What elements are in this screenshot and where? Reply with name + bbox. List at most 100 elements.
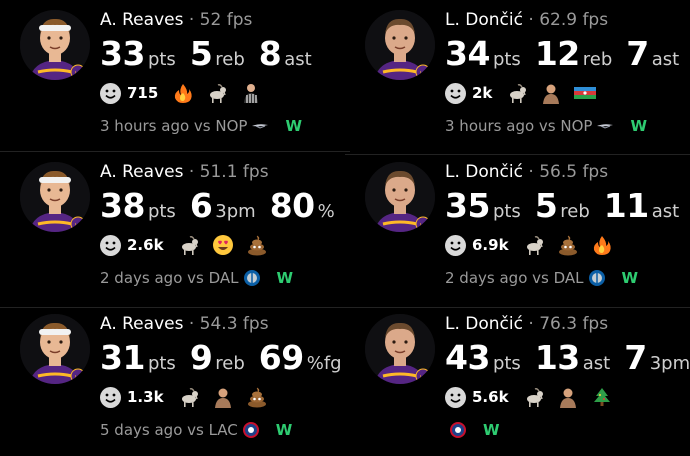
fps-label: 56.5 fps xyxy=(539,162,608,182)
stat-unit: pts xyxy=(493,49,521,70)
player-name: L. Dončić xyxy=(445,10,523,30)
stat-unit: ast xyxy=(652,201,679,222)
add-reaction-icon[interactable] xyxy=(100,235,121,256)
highlight-card[interactable]: LA L. Dončić · 56.5 fps 35 pts 5 reb 11 ast 6… xyxy=(345,152,690,304)
stat-unit: pts xyxy=(493,201,521,222)
reactions-bar: 6.9k xyxy=(445,234,625,256)
referee-icon[interactable] xyxy=(240,82,262,104)
highlight-card[interactable]: LA L. Dončić · 76.3 fps 43 pts 13 ast 7 3pm 5… xyxy=(345,304,690,456)
stat-unit: ast xyxy=(583,353,610,374)
stat-unit: 3pm xyxy=(215,201,255,222)
stat-line: 33 pts 5 reb 8 ast xyxy=(100,34,326,73)
stat: 7 ast xyxy=(626,34,679,73)
fps-label: 52 fps xyxy=(200,10,253,30)
stat-line: 31 pts 9 reb 69 %fg xyxy=(100,338,345,377)
game-time-opponent: 5 days ago vs LAC xyxy=(100,421,238,439)
goat-icon[interactable] xyxy=(523,234,545,256)
game-result: W xyxy=(276,421,293,439)
stat: 11 ast xyxy=(604,186,679,225)
goat-icon[interactable] xyxy=(206,82,228,104)
stat-line: 43 pts 13 ast 7 3pm xyxy=(445,338,690,377)
add-reaction-icon[interactable] xyxy=(100,387,121,408)
reactions-bar: 2.6k xyxy=(100,234,280,256)
highlight-card[interactable]: LA L. Dončić · 62.9 fps 34 pts 12 reb 7 ast 2… xyxy=(345,0,690,152)
highlight-card[interactable]: LA A. Reaves · 54.3 fps 31 pts 9 reb 69 %fg 1… xyxy=(0,304,345,456)
fps-label: 54.3 fps xyxy=(200,314,269,334)
stat-line: 34 pts 12 reb 7 ast xyxy=(445,34,690,73)
clippers-logo-icon xyxy=(449,421,467,439)
stat-value: 12 xyxy=(535,34,580,73)
poop-icon[interactable] xyxy=(557,234,579,256)
stat-unit: % xyxy=(318,201,335,222)
stat-value: 7 xyxy=(624,338,646,377)
add-reaction-icon[interactable] xyxy=(445,83,466,104)
divider xyxy=(0,307,690,308)
christmas-tree-icon[interactable] xyxy=(591,386,613,408)
highlight-card[interactable]: LA A. Reaves · 51.1 fps 38 pts 6 3pm 80% 2.6… xyxy=(0,152,345,304)
player-line: L. Dončić · 56.5 fps xyxy=(445,162,608,182)
highlight-card[interactable]: LA A. Reaves · 52 fps 33 pts 5 reb 8 ast 715 … xyxy=(0,0,345,152)
fire-icon[interactable] xyxy=(591,234,613,256)
stat-value: 31 xyxy=(100,338,145,377)
fps-label: 51.1 fps xyxy=(200,162,269,182)
fps-label: 76.3 fps xyxy=(539,314,608,334)
person-icon[interactable] xyxy=(557,386,579,408)
stat: 12 reb xyxy=(535,34,612,73)
mavericks-logo-icon xyxy=(243,269,261,287)
add-reaction-icon[interactable] xyxy=(100,83,121,104)
stat-value: 6 xyxy=(190,186,212,225)
game-meta: W xyxy=(445,421,500,439)
svg-text:LA: LA xyxy=(75,223,82,229)
poop-icon[interactable] xyxy=(246,386,268,408)
fps-label: 62.9 fps xyxy=(539,10,608,30)
game-result: W xyxy=(277,269,294,287)
goat-icon[interactable] xyxy=(178,386,200,408)
stat-value: 69 xyxy=(259,338,304,377)
game-meta: 3 hours ago vs NOP W xyxy=(445,117,647,135)
game-result: W xyxy=(622,269,639,287)
stat-unit: pts xyxy=(148,201,176,222)
stat-value: 34 xyxy=(445,34,490,73)
stat: 8 ast xyxy=(259,34,312,73)
stat-value: 7 xyxy=(626,34,648,73)
stat-unit: reb xyxy=(215,49,245,70)
mavericks-logo-icon xyxy=(588,269,606,287)
stat-unit: pts xyxy=(148,49,176,70)
game-time-opponent: 2 days ago vs DAL xyxy=(100,269,239,287)
poop-icon[interactable] xyxy=(246,234,268,256)
stat-value: 33 xyxy=(100,34,145,73)
player-name: A. Reaves xyxy=(100,162,183,182)
goat-icon[interactable] xyxy=(523,386,545,408)
person-icon[interactable] xyxy=(540,82,562,104)
stat: 43 pts xyxy=(445,338,521,377)
flag-icon[interactable] xyxy=(574,82,596,104)
stat: 80% xyxy=(270,186,335,225)
game-time-opponent: 3 hours ago vs NOP xyxy=(445,117,592,135)
stat-value: 9 xyxy=(190,338,212,377)
fire-icon[interactable] xyxy=(172,82,194,104)
stat: 6 3pm xyxy=(190,186,256,225)
stat-unit: pts xyxy=(148,353,176,374)
game-result: W xyxy=(630,117,647,135)
stat-unit: %fg xyxy=(307,353,342,374)
game-time-opponent: 3 hours ago vs NOP xyxy=(100,117,247,135)
add-reaction-icon[interactable] xyxy=(445,235,466,256)
stat-value: 80 xyxy=(270,186,315,225)
heart-eyes-icon[interactable] xyxy=(212,234,234,256)
reactions-bar: 5.6k xyxy=(445,386,625,408)
stat-value: 43 xyxy=(445,338,490,377)
stat-unit: reb xyxy=(215,353,245,374)
player-avatar: LA xyxy=(365,10,435,80)
reaction-count: 715 xyxy=(127,84,158,102)
goat-icon[interactable] xyxy=(178,234,200,256)
person-icon[interactable] xyxy=(212,386,234,408)
add-reaction-icon[interactable] xyxy=(445,387,466,408)
player-name: L. Dončić xyxy=(445,314,523,334)
stat-line: 38 pts 6 3pm 80% xyxy=(100,186,345,225)
stat-unit: reb xyxy=(583,49,613,70)
goat-icon[interactable] xyxy=(506,82,528,104)
stat-value: 35 xyxy=(445,186,490,225)
divider xyxy=(345,154,690,155)
stat: 7 3pm xyxy=(624,338,690,377)
